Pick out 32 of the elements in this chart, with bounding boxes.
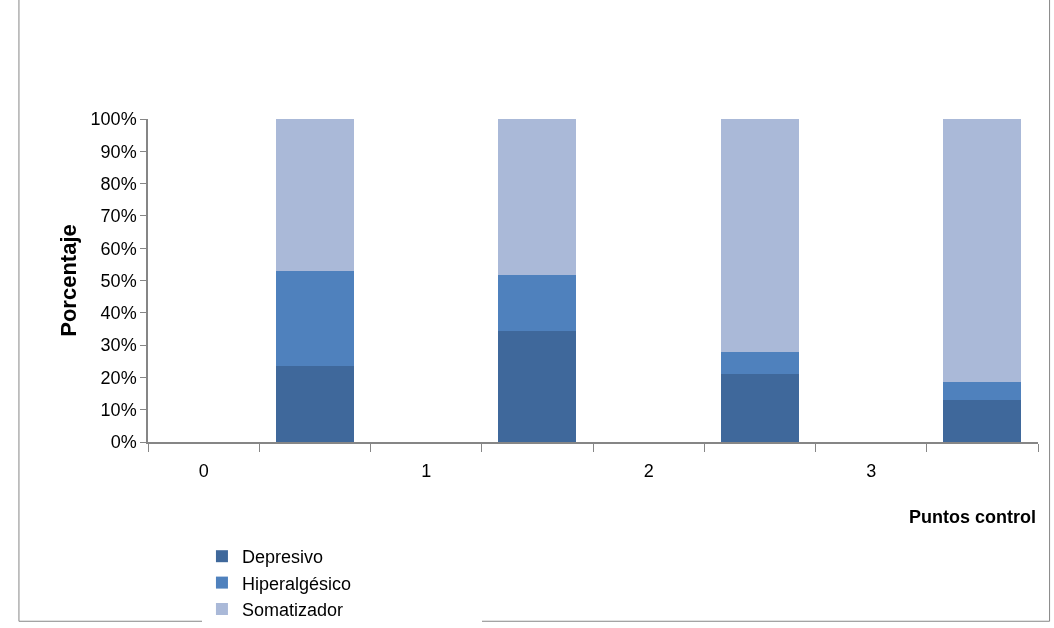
bar: [720, 119, 799, 352]
bar: [943, 400, 1022, 442]
bar: [720, 374, 799, 442]
bar: [720, 351, 799, 375]
y-axis-title: Porcentaje: [55, 224, 81, 337]
bar: [943, 381, 1022, 401]
y-tick-label: 90%: [100, 141, 137, 162]
x-axis-title: Puntos control: [909, 507, 1036, 527]
bar: [498, 119, 577, 276]
x-tick-label: 1: [421, 461, 432, 482]
y-tick-label: 40%: [100, 303, 137, 324]
bar: [275, 365, 354, 442]
y-tick-label: 100%: [90, 109, 137, 130]
y-tick-label: 30%: [100, 335, 137, 356]
y-tick-label: 20%: [100, 367, 137, 388]
legend-label: Hiperalgésico: [241, 573, 352, 594]
bar: [275, 271, 354, 366]
x-tick-label: 3: [866, 461, 877, 482]
y-tick-label: 50%: [100, 270, 137, 291]
y-tick-label: 80%: [100, 173, 137, 194]
y-tick-label: 0%: [110, 432, 137, 453]
y-tick-label: 60%: [100, 238, 137, 259]
bar: [943, 119, 1022, 382]
bar: [498, 330, 577, 442]
x-tick-label: 2: [643, 461, 654, 482]
legend-label: Somatizador: [241, 600, 344, 621]
y-tick-label: 10%: [100, 400, 137, 420]
y-tick-label: 70%: [100, 206, 137, 227]
legend-label: Depresivo: [241, 547, 323, 568]
x-tick-label: 0: [198, 461, 209, 482]
bar: [275, 119, 354, 272]
bar: [498, 275, 577, 331]
